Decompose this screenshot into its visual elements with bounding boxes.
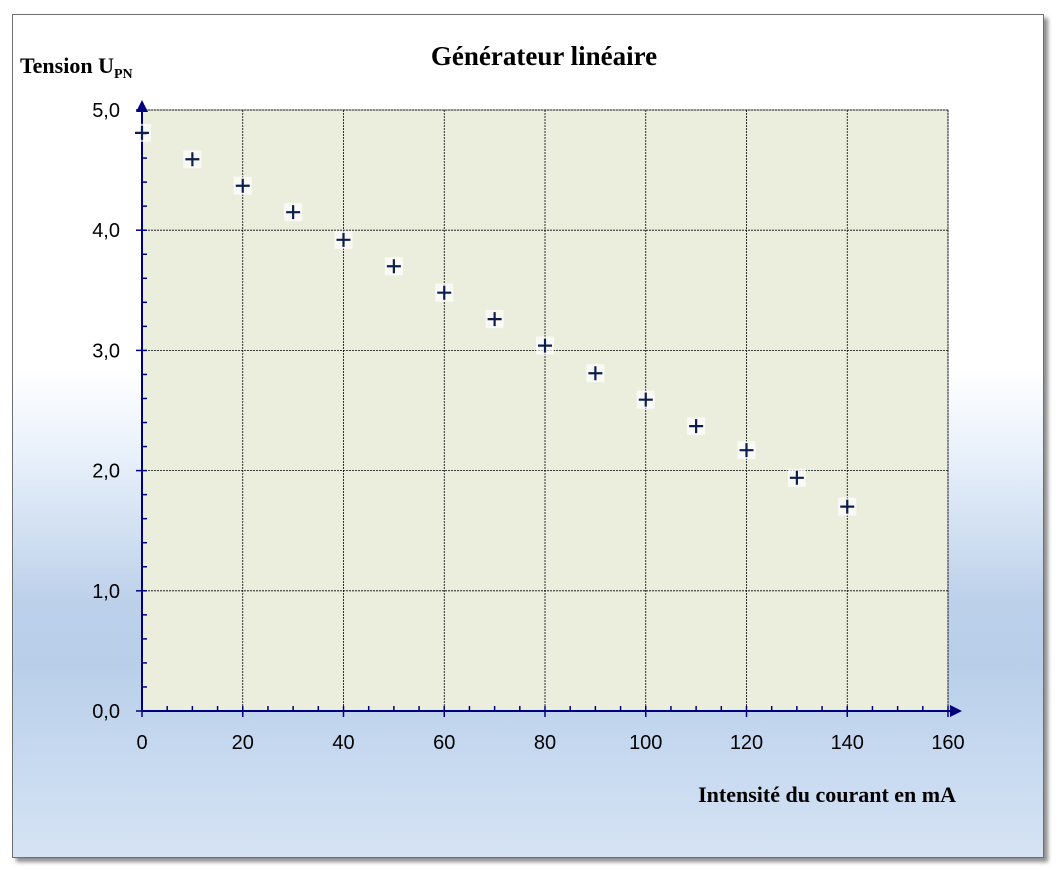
y-tick-label: 5,0 [92, 100, 120, 122]
x-tick-label: 20 [232, 732, 254, 754]
y-tick-label: 4,0 [92, 220, 120, 242]
y-tick-label: 1,0 [92, 581, 120, 603]
y-tick-label: 0,0 [92, 701, 120, 723]
data-point [787, 468, 806, 487]
x-axis-label: Intensité du courant en mA [698, 782, 956, 807]
data-point-marker [739, 443, 754, 458]
data-point-marker [336, 232, 351, 247]
y-axis-label-main: Tension U [20, 53, 114, 78]
data-point [183, 150, 202, 169]
x-tick-label: 0 [136, 732, 147, 754]
data-point [737, 441, 756, 460]
x-tick-label: 160 [931, 732, 964, 754]
data-point [636, 390, 655, 409]
data-point [536, 336, 554, 355]
data-point-marker [286, 205, 301, 220]
data-point-marker [487, 312, 502, 327]
x-tick-label: 60 [433, 732, 455, 754]
data-point-marker [638, 392, 653, 407]
y-tick-label: 3,0 [92, 340, 120, 362]
x-tick-label: 80 [534, 732, 556, 754]
data-point-marker [135, 125, 149, 140]
chart-frame: 0 20 40 60 80 100 120 140 160 0,0 1,0 2,0 3,0 4,0 5,0 G… [12, 14, 1044, 858]
x-tick-label: 120 [730, 732, 763, 754]
x-tick-label: 140 [831, 732, 864, 754]
data-point [334, 230, 353, 249]
x-tick-label: 40 [332, 732, 354, 754]
data-point-marker [437, 285, 452, 300]
data-point-marker [235, 178, 250, 193]
y-axis-label: Tension UPN [20, 53, 133, 82]
data-point [435, 283, 454, 302]
data-point-marker [588, 366, 603, 381]
data-point-marker [840, 499, 855, 514]
data-point [133, 123, 151, 142]
data-point [838, 497, 857, 516]
x-axis-arrow [950, 705, 962, 717]
x-tick-label: 100 [629, 732, 662, 754]
data-point [485, 310, 504, 329]
plot-group: 0 20 40 60 80 100 120 140 160 0,0 1,0 2,0 3,0 4,0 5,0 [92, 100, 965, 754]
data-point [687, 417, 706, 436]
data-point [384, 257, 403, 276]
data-point-marker [689, 419, 704, 434]
y-tick-label: 2,0 [92, 461, 120, 483]
data-point [284, 203, 303, 222]
chart-title: Générateur linéaire [431, 41, 657, 71]
y-axis-label-subscript: PN [114, 67, 133, 82]
data-point-marker [789, 470, 804, 485]
data-point-marker [386, 259, 401, 274]
data-point-marker [185, 152, 200, 167]
y-axis-arrow [136, 100, 148, 112]
data-point-marker [538, 338, 552, 353]
data-point [586, 364, 605, 383]
chart-svg: 0 20 40 60 80 100 120 140 160 0,0 1,0 2,0 3,0 4,0 5,0 G… [20, 41, 965, 807]
data-point [233, 176, 252, 195]
